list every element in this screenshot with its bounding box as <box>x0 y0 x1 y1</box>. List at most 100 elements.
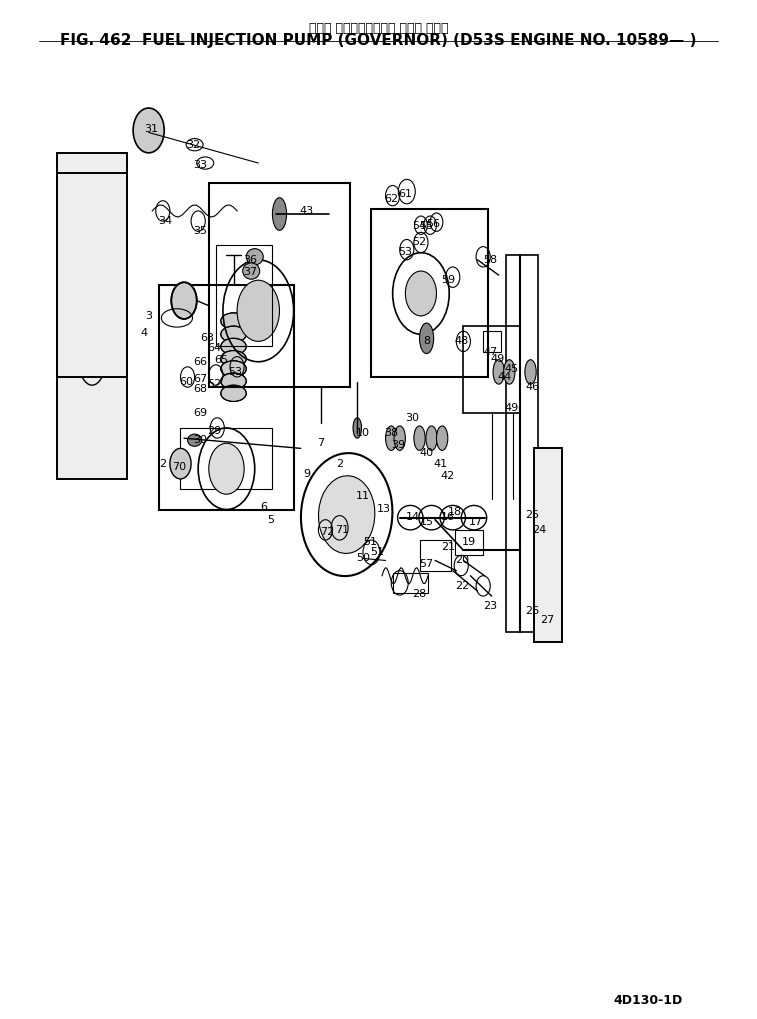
Ellipse shape <box>414 426 425 450</box>
Text: 60: 60 <box>179 377 193 387</box>
Bar <box>393 573 428 593</box>
Circle shape <box>133 108 164 153</box>
Ellipse shape <box>246 249 263 265</box>
Text: 68: 68 <box>193 384 207 394</box>
Text: 27: 27 <box>540 614 554 625</box>
Ellipse shape <box>525 360 536 384</box>
Text: 67: 67 <box>193 374 207 384</box>
Text: 4: 4 <box>140 328 148 338</box>
Text: 71: 71 <box>335 525 349 535</box>
Text: 24: 24 <box>533 525 547 535</box>
Text: FIG. 462  FUEL INJECTION PUMP (GOVERNOR) (D53S ENGINE NO. 10589— ): FIG. 462 FUEL INJECTION PUMP (GOVERNOR) … <box>61 33 696 48</box>
Text: 30: 30 <box>193 435 207 445</box>
Text: 51: 51 <box>363 537 377 547</box>
Text: 3: 3 <box>145 311 152 321</box>
Bar <box>216 245 273 346</box>
Text: 50: 50 <box>356 553 370 564</box>
Circle shape <box>170 448 191 479</box>
Text: 4D130-1D: 4D130-1D <box>613 994 683 1007</box>
Text: 52: 52 <box>207 379 222 389</box>
Ellipse shape <box>221 338 246 355</box>
Bar <box>534 448 562 642</box>
Ellipse shape <box>221 373 246 389</box>
Text: 64: 64 <box>207 343 222 354</box>
Text: 2: 2 <box>336 459 343 469</box>
Bar <box>180 428 273 489</box>
Ellipse shape <box>493 360 504 384</box>
Bar <box>209 183 350 387</box>
Ellipse shape <box>419 323 434 354</box>
Circle shape <box>209 443 245 494</box>
Text: 56: 56 <box>427 219 441 229</box>
Text: 65: 65 <box>214 355 229 365</box>
Text: 57: 57 <box>419 558 434 569</box>
Text: 62: 62 <box>384 194 398 204</box>
Text: 49: 49 <box>504 403 519 413</box>
Text: 46: 46 <box>525 382 540 392</box>
Text: 13: 13 <box>377 504 391 515</box>
Ellipse shape <box>273 198 287 230</box>
Text: 70: 70 <box>172 462 186 472</box>
Text: 20: 20 <box>455 555 469 566</box>
Text: 42: 42 <box>441 471 455 481</box>
Circle shape <box>405 271 437 316</box>
Text: 61: 61 <box>398 189 413 199</box>
Text: 32: 32 <box>186 140 201 150</box>
Text: 52: 52 <box>413 236 427 247</box>
Bar <box>534 448 562 642</box>
Text: 29: 29 <box>207 426 222 436</box>
Text: 31: 31 <box>144 124 157 135</box>
Ellipse shape <box>426 426 438 450</box>
Text: 5: 5 <box>267 515 275 525</box>
Text: 21: 21 <box>441 542 455 552</box>
Text: 69: 69 <box>193 408 207 418</box>
Ellipse shape <box>503 360 515 384</box>
Text: 19: 19 <box>462 537 476 547</box>
Text: 16: 16 <box>441 512 455 522</box>
Text: 37: 37 <box>243 267 257 277</box>
Ellipse shape <box>243 263 260 279</box>
Text: 14: 14 <box>406 512 419 522</box>
Bar <box>372 209 488 377</box>
Text: 34: 34 <box>158 216 172 226</box>
Bar <box>57 173 127 377</box>
Ellipse shape <box>353 418 362 438</box>
Text: 55: 55 <box>419 221 434 231</box>
Text: 43: 43 <box>299 206 313 216</box>
Text: 63: 63 <box>201 333 214 343</box>
Ellipse shape <box>385 426 397 450</box>
Bar <box>483 331 501 352</box>
Text: 58: 58 <box>483 255 497 265</box>
Text: 45: 45 <box>504 364 519 374</box>
Ellipse shape <box>188 434 201 446</box>
Ellipse shape <box>221 326 246 342</box>
Text: 8: 8 <box>423 336 430 346</box>
Text: 17: 17 <box>469 517 483 527</box>
Text: 36: 36 <box>243 255 257 265</box>
Text: 11: 11 <box>356 491 370 501</box>
Text: 41: 41 <box>434 459 448 469</box>
Bar <box>506 255 537 632</box>
Text: 10: 10 <box>356 428 370 438</box>
Bar <box>57 153 127 479</box>
Text: 48: 48 <box>455 336 469 346</box>
Bar <box>57 153 127 479</box>
Text: 30: 30 <box>406 413 419 423</box>
Text: 26: 26 <box>525 606 540 616</box>
Text: 25: 25 <box>525 510 540 520</box>
Ellipse shape <box>221 385 246 401</box>
Ellipse shape <box>319 476 375 553</box>
Bar <box>159 285 294 510</box>
Text: 54: 54 <box>413 221 427 231</box>
Bar <box>463 326 520 413</box>
Text: 51: 51 <box>370 547 384 557</box>
Text: 38: 38 <box>384 428 398 438</box>
Text: 9: 9 <box>303 469 310 479</box>
Text: 15: 15 <box>419 517 434 527</box>
Ellipse shape <box>221 313 246 329</box>
Text: 23: 23 <box>483 601 497 611</box>
Text: 28: 28 <box>413 589 427 599</box>
Ellipse shape <box>221 361 246 377</box>
Ellipse shape <box>437 426 448 450</box>
Text: 39: 39 <box>391 440 405 450</box>
